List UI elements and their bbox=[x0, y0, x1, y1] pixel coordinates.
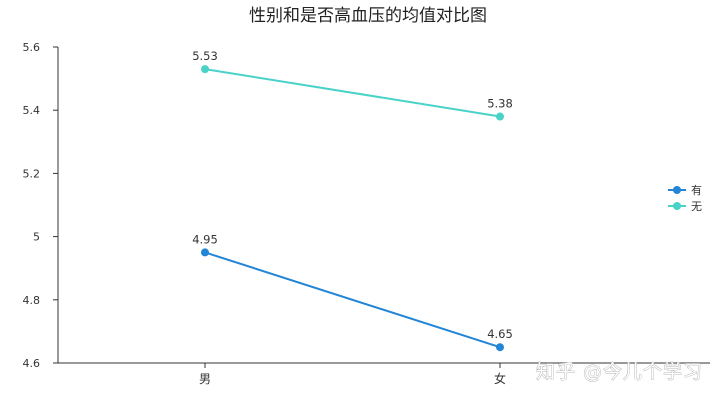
data-label: 4.95 bbox=[192, 232, 218, 246]
y-tick-label: 5.2 bbox=[23, 167, 41, 180]
legend-label: 无 bbox=[691, 200, 702, 213]
data-point bbox=[201, 65, 209, 74]
x-tick-label: 男 bbox=[199, 372, 211, 386]
data-labels: 4.95 4.65 5.53 5.38 bbox=[192, 49, 513, 341]
data-point bbox=[201, 248, 209, 257]
y-tick-label: 5 bbox=[33, 231, 40, 244]
watermark-text: 知乎 @今儿个学习 bbox=[536, 361, 703, 383]
legend-swatch-marker bbox=[673, 202, 681, 210]
chart-title: 性别和是否高血压的均值对比图 bbox=[249, 6, 487, 26]
y-tick-label: 5.6 bbox=[23, 41, 41, 54]
series-group bbox=[201, 65, 504, 352]
legend-swatch-marker bbox=[673, 186, 681, 194]
series-line bbox=[204, 251, 501, 349]
legend-label: 有 bbox=[691, 183, 702, 197]
data-label: 5.38 bbox=[487, 97, 513, 111]
series-line bbox=[204, 68, 501, 118]
y-tick-label: 5.4 bbox=[23, 104, 41, 117]
legend: 有无 bbox=[668, 183, 702, 213]
data-point bbox=[496, 343, 504, 352]
data-point bbox=[496, 112, 504, 121]
data-label: 5.53 bbox=[192, 49, 218, 63]
y-tick-label: 4.8 bbox=[23, 294, 41, 307]
y-tick-label: 4.6 bbox=[23, 357, 41, 370]
x-tick-label: 女 bbox=[494, 371, 506, 386]
axes: 4.6 4.8 5 5.2 5.4 5.6 男 女 bbox=[23, 41, 710, 386]
data-label: 4.65 bbox=[487, 327, 513, 341]
